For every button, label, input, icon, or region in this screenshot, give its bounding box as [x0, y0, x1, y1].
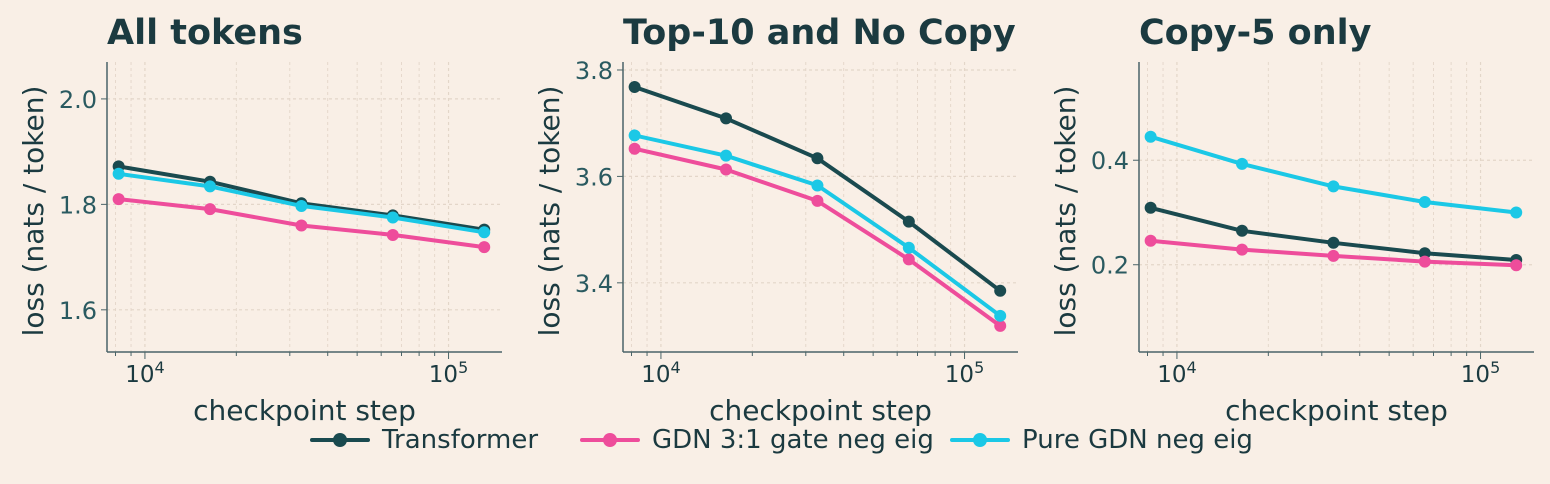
- data-point-pure-gdn-neg-eig: [628, 129, 641, 142]
- y-tick-label: 3.4: [575, 270, 613, 298]
- x-tick-exponent: 5: [974, 358, 984, 377]
- legend-label-gdn-3-1: GDN 3:1 gate neg eig: [652, 425, 934, 455]
- x-tick-exponent: 4: [670, 358, 680, 377]
- data-point-transformer: [1418, 247, 1431, 260]
- data-point-gdn-3-1-gate-neg-eig: [902, 253, 915, 266]
- series-line-gdn-3-1-gate-neg-eig: [632, 146, 1003, 328]
- data-point-pure-gdn-neg-eig: [1418, 196, 1431, 209]
- x-axis-label: checkpoint step: [709, 394, 932, 427]
- data-point-gdn-3-1-gate-neg-eig: [1327, 249, 1340, 262]
- data-point-pure-gdn-neg-eig: [1144, 130, 1157, 143]
- data-point-transformer: [1144, 201, 1157, 214]
- chart-title: All tokens: [107, 13, 303, 53]
- legend-swatch-pure-gdn: [950, 420, 1010, 460]
- data-point-gdn-3-1-gate-neg-eig: [386, 228, 399, 241]
- x-axis-label: checkpoint step: [193, 394, 416, 427]
- data-point-gdn-3-1-gate-neg-eig: [112, 193, 125, 206]
- data-point-pure-gdn-neg-eig: [1510, 206, 1523, 219]
- data-point-transformer: [1327, 236, 1340, 249]
- data-point-gdn-3-1-gate-neg-eig: [811, 194, 824, 207]
- legend-swatch-gdn-3-1: [580, 420, 640, 460]
- data-point-pure-gdn-neg-eig: [720, 149, 733, 162]
- x-tick-label: 104: [125, 358, 164, 388]
- data-point-transformer: [902, 215, 915, 228]
- legend-marker-pure-gdn: [973, 433, 987, 447]
- y-tick-label: 3.6: [575, 163, 613, 191]
- data-point-pure-gdn-neg-eig: [902, 241, 915, 254]
- x-tick-exponent: 5: [1490, 358, 1500, 377]
- data-point-transformer: [811, 152, 824, 165]
- x-tick-exponent: 5: [458, 358, 468, 377]
- data-point-pure-gdn-neg-eig: [1327, 180, 1340, 193]
- data-point-transformer: [720, 112, 733, 125]
- x-tick-label: 105: [429, 358, 468, 388]
- legend-label-pure-gdn: Pure GDN neg eig: [1022, 425, 1253, 455]
- x-tick-exponent: 4: [154, 358, 164, 377]
- legend-label-transformer: Transformer: [382, 425, 539, 455]
- data-point-transformer: [1236, 224, 1249, 237]
- x-tick-label: 105: [1461, 358, 1500, 388]
- data-point-gdn-3-1-gate-neg-eig: [628, 142, 641, 155]
- y-tick-label: 1.8: [59, 191, 97, 219]
- data-point-gdn-3-1-gate-neg-eig: [994, 319, 1007, 332]
- data-point-gdn-3-1-gate-neg-eig: [1418, 255, 1431, 268]
- chart-panel-1: 104 105 1.6 1.8 2.0 All tokens checkpoint step…: [17, 13, 502, 427]
- data-point-pure-gdn-neg-eig: [112, 167, 125, 180]
- legend-item-pure-gdn: Pure GDN neg eig: [950, 420, 1253, 460]
- data-point-gdn-3-1-gate-neg-eig: [478, 241, 491, 254]
- data-point-gdn-3-1-gate-neg-eig: [1510, 259, 1523, 272]
- x-tick-label: 105: [945, 358, 984, 388]
- x-tick-label: 104: [1157, 358, 1196, 388]
- data-point-gdn-3-1-gate-neg-eig: [204, 203, 217, 216]
- x-tick-label: 104: [641, 358, 680, 388]
- data-point-gdn-3-1-gate-neg-eig: [295, 219, 308, 232]
- data-point-gdn-3-1-gate-neg-eig: [720, 163, 733, 176]
- y-tick-label: 0.4: [1091, 147, 1129, 175]
- data-point-gdn-3-1-gate-neg-eig: [1144, 234, 1157, 247]
- legend-marker-gdn-3-1: [603, 433, 617, 447]
- y-tick-label: 2.0: [59, 86, 97, 114]
- y-tick-label: 1.6: [59, 297, 97, 325]
- data-point-pure-gdn-neg-eig: [994, 309, 1007, 322]
- y-axis-label: loss (nats / token): [533, 86, 566, 337]
- legend-item-transformer: Transformer: [310, 420, 538, 460]
- data-point-pure-gdn-neg-eig: [811, 179, 824, 192]
- chart-panel-3: 104 105 0.2 0.4 Copy-5 only checkpoint step lo…: [1049, 13, 1534, 427]
- x-axis-label: checkpoint step: [1225, 394, 1448, 427]
- x-tick-exponent: 4: [1186, 358, 1196, 377]
- legend-marker-transformer: [333, 433, 347, 447]
- chart-panel-2: 104 105 3.4 3.6 3.8 Top-10 and No Copy checkpo…: [533, 13, 1018, 427]
- y-tick-label: 3.8: [575, 57, 613, 85]
- data-point-gdn-3-1-gate-neg-eig: [1236, 243, 1249, 256]
- data-point-pure-gdn-neg-eig: [295, 199, 308, 212]
- legend-item-gdn-3-1: GDN 3:1 gate neg eig: [580, 420, 934, 460]
- data-point-pure-gdn-neg-eig: [1236, 157, 1249, 170]
- series-line-pure-gdn-neg-eig: [1148, 134, 1519, 215]
- data-point-transformer: [628, 81, 641, 94]
- legend: Transformer GDN 3:1 gate neg eig Pure GD…: [0, 420, 1550, 464]
- chart-title: Top-10 and No Copy: [623, 13, 1016, 53]
- data-point-pure-gdn-neg-eig: [386, 211, 399, 224]
- y-tick-label: 0.2: [1091, 252, 1129, 280]
- data-point-transformer: [994, 284, 1007, 297]
- y-axis-label: loss (nats / token): [1049, 86, 1082, 337]
- data-point-pure-gdn-neg-eig: [204, 180, 217, 193]
- data-point-pure-gdn-neg-eig: [478, 226, 491, 239]
- legend-swatch-transformer: [310, 420, 370, 460]
- chart-title: Copy-5 only: [1139, 13, 1372, 53]
- y-axis-label: loss (nats / token): [17, 86, 50, 337]
